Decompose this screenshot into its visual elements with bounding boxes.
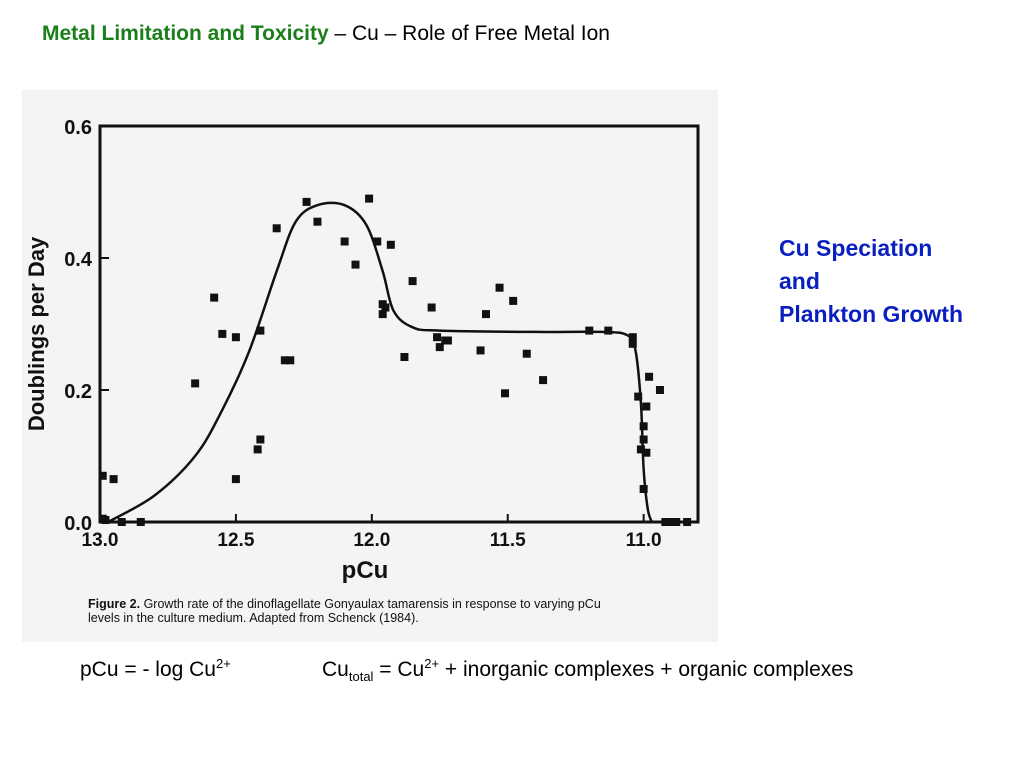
cu-total-sub: total: [348, 669, 374, 685]
data-point: [365, 194, 374, 203]
data-point: [373, 237, 382, 246]
side-note-line-1: Cu Speciation: [779, 235, 933, 261]
data-point: [645, 372, 654, 381]
title-bold-part: Metal Limitation and Toxicity: [42, 22, 329, 45]
data-point: [256, 326, 265, 335]
data-point: [655, 386, 664, 394]
data-point: [272, 224, 281, 233]
data-point: [101, 516, 110, 525]
data-point: [427, 303, 436, 312]
data-point: [634, 392, 643, 401]
data-point: [639, 435, 648, 444]
side-note: Cu Speciation and Plankton Growth: [779, 232, 963, 331]
data-point: [642, 448, 651, 457]
data-point: [509, 296, 518, 305]
slide-title: Metal Limitation and Toxicity – Cu – Rol…: [42, 22, 610, 46]
data-point: [191, 379, 200, 388]
data-point: [381, 303, 390, 312]
figure-panel: 0.0 0.2 0.4 0.6 13.0 12.5 12.0 11.5 11.0 pCu Doubl…: [22, 90, 718, 642]
data-point: [642, 402, 651, 411]
data-point: [476, 346, 485, 355]
data-point: [522, 349, 531, 358]
data-point: [495, 283, 504, 292]
x-tick-label: 11.0: [626, 530, 662, 551]
data-point: [400, 353, 409, 361]
data-point: [501, 389, 510, 398]
plot-frame: [98, 124, 700, 524]
data-point: [443, 336, 452, 345]
side-note-line-3: Plankton Growth: [779, 301, 963, 327]
data-point: [231, 475, 240, 484]
pcu-definition: pCu = - log Cu2+: [80, 656, 231, 682]
y-tick-label: 0.4: [64, 249, 93, 271]
y-tick-label: 0.6: [64, 117, 92, 139]
data-point: [661, 518, 670, 526]
y-tick-label: 0.0: [64, 513, 92, 535]
cu-total-equation: Cutotal = Cu2+ + inorganic complexes + o…: [322, 656, 853, 684]
pcu-definition-sup: 2+: [216, 656, 231, 671]
cu-total-mid: = Cu: [373, 658, 425, 681]
data-point: [109, 475, 118, 484]
x-tick-label: 12.0: [353, 530, 390, 551]
data-point: [433, 333, 442, 342]
data-point: [218, 329, 227, 338]
figure-caption-line-2: levels in the culture medium. Adapted fr…: [88, 611, 419, 625]
y-axis-label: Doublings per Day: [24, 236, 49, 431]
data-point: [639, 485, 648, 493]
side-note-line-2: and: [779, 268, 820, 294]
data-point: [210, 293, 219, 302]
cu-total-sup: 2+: [424, 656, 440, 671]
data-point: [604, 326, 613, 335]
data-point: [286, 356, 295, 365]
data-point: [435, 343, 444, 352]
data-point: [313, 217, 322, 226]
fit-curve: [107, 201, 653, 524]
data-point: [98, 471, 107, 480]
data-point: [636, 445, 645, 454]
x-tick-label: 11.5: [490, 530, 526, 551]
data-point: [280, 356, 289, 365]
data-point: [231, 333, 240, 342]
data-point: [628, 333, 637, 342]
data-point: [351, 260, 360, 269]
data-point: [117, 518, 126, 526]
cu-total-prefix: Cu: [322, 658, 349, 681]
data-point: [302, 197, 311, 206]
data-point: [256, 435, 265, 444]
data-point: [408, 277, 417, 286]
data-point: [683, 518, 692, 526]
cu-total-suffix: + inorganic complexes + organic complexe…: [439, 658, 854, 681]
data-point: [136, 518, 145, 526]
figure-caption-label: Figure 2.: [88, 597, 144, 611]
data-point: [628, 339, 637, 348]
data-point: [378, 310, 387, 319]
pcu-definition-text: pCu = - log Cu: [80, 658, 216, 681]
title-rest: – Cu – Role of Free Metal Ion: [328, 22, 610, 45]
figure-caption-line-1: Figure 2. Growth rate of the dinoflagell…: [88, 597, 601, 611]
data-point: [481, 310, 490, 319]
data-point: [386, 240, 395, 249]
data-point: [672, 518, 681, 526]
growth-scatter-chart: 0.0 0.2 0.4 0.6 13.0 12.5 12.0 11.5 11.0 pCu Doubl…: [24, 117, 700, 625]
data-point: [539, 376, 548, 385]
y-tick-label: 0.2: [64, 381, 92, 403]
data-point: [666, 518, 675, 526]
data-point: [639, 422, 648, 431]
x-tick-label: 13.0: [82, 530, 119, 551]
figure-caption-text: Growth rate of the dinoflagellate Gonyau…: [144, 597, 601, 611]
x-axis-label: pCu: [342, 557, 389, 584]
data-point: [340, 237, 349, 246]
x-tick-label: 12.5: [217, 530, 254, 551]
data-point: [585, 326, 594, 335]
data-point: [253, 445, 262, 454]
